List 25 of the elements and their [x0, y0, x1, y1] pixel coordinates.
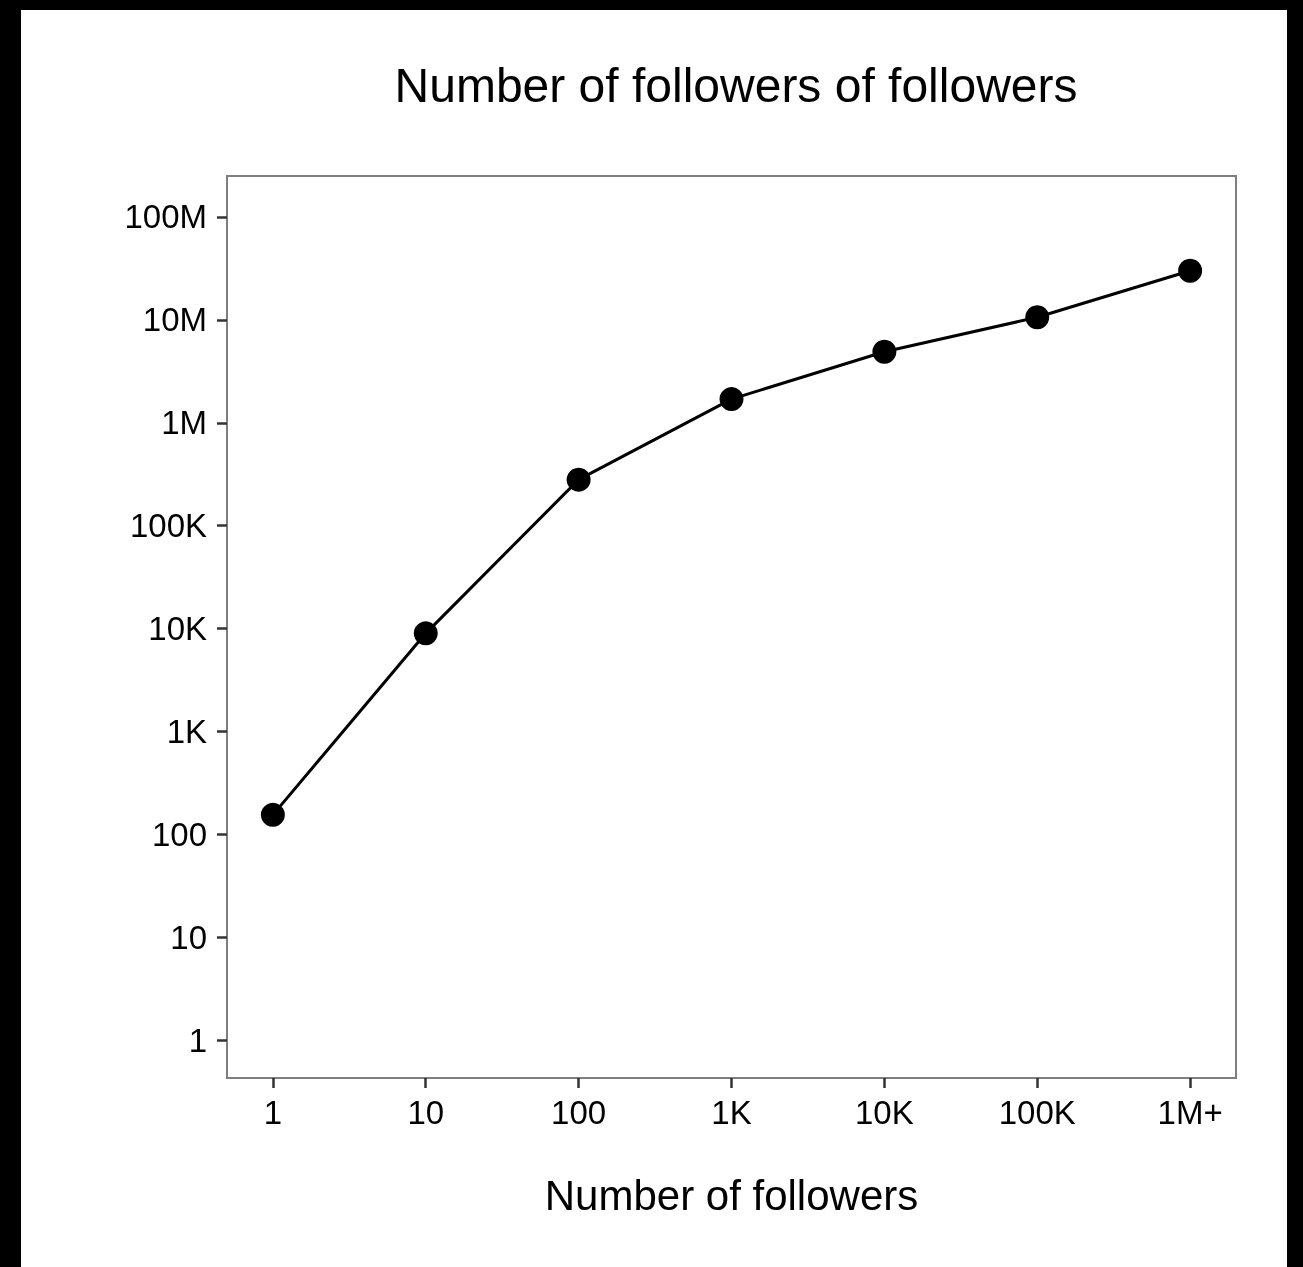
y-tick-label: 1K	[166, 713, 207, 751]
y-tick-label: 10K	[148, 610, 207, 648]
x-tick-label: 1	[263, 1094, 283, 1131]
y-tick-label: 100	[151, 815, 207, 853]
point	[719, 387, 744, 412]
point	[872, 339, 897, 364]
x-tick-label: 100K	[998, 1094, 1076, 1131]
point	[1025, 305, 1050, 330]
y-tick-label: 100M	[124, 198, 207, 236]
x-axis-title: Number of followers	[544, 1171, 919, 1219]
y-tick-label: 10M	[142, 301, 207, 339]
point	[260, 802, 285, 827]
y-tick-label: 100K	[129, 507, 207, 545]
point	[413, 621, 438, 646]
x-tick-label: 100	[551, 1094, 607, 1131]
x-tick-label: 1M+	[1157, 1094, 1223, 1131]
chart-title: Number of followers of followers	[394, 58, 1078, 112]
x-tick-label: 10K	[855, 1094, 914, 1131]
y-tick-label: 1M	[161, 404, 207, 442]
x-tick-label: 10	[407, 1094, 445, 1131]
point	[566, 467, 591, 492]
point	[1178, 258, 1203, 283]
y-tick-label: 10	[170, 918, 207, 956]
y-tick-label: 1	[188, 1021, 207, 1059]
x-tick-label: 1K	[711, 1094, 752, 1131]
